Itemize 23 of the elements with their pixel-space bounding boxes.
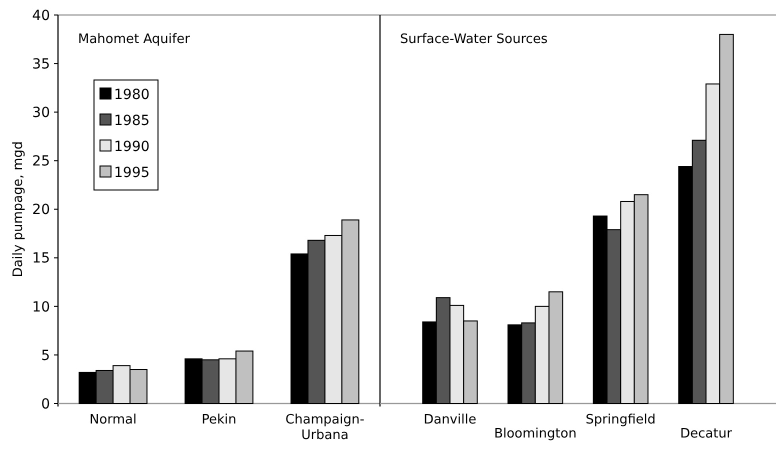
y-tick-label: 5: [41, 348, 50, 364]
legend-label: 1995: [114, 164, 150, 181]
x-tick-label: Bloomington: [494, 426, 577, 442]
text: Surface-Water Sources: [400, 32, 548, 47]
y-tick-label: 25: [32, 154, 50, 170]
x-tick-label: Springfield: [586, 412, 656, 428]
x-tick-label: Danville: [424, 412, 476, 428]
x-tick-label: Champaign-Urbana: [285, 412, 365, 444]
x-tick-label: Pekin: [202, 412, 236, 428]
legend-label: 1985: [114, 112, 150, 129]
y-tick-label: 0: [41, 396, 50, 412]
y-tick-label: 20: [32, 202, 50, 218]
y-tick-label: 15: [32, 250, 50, 267]
y-tick-label: 10: [32, 299, 50, 316]
legend-label: 1980: [114, 86, 150, 103]
y-tick-label: 40: [32, 8, 50, 24]
y-tick-label: 35: [32, 56, 50, 72]
x-tick-label: Normal: [90, 412, 137, 428]
legend-label: 1990: [114, 138, 150, 155]
y-axis-title: Daily pumpage, mgd: [11, 141, 26, 278]
y-tick-label: 30: [32, 105, 50, 122]
text: Mahomet Aquifer: [78, 32, 191, 47]
x-tick-label: Decatur: [680, 426, 733, 442]
